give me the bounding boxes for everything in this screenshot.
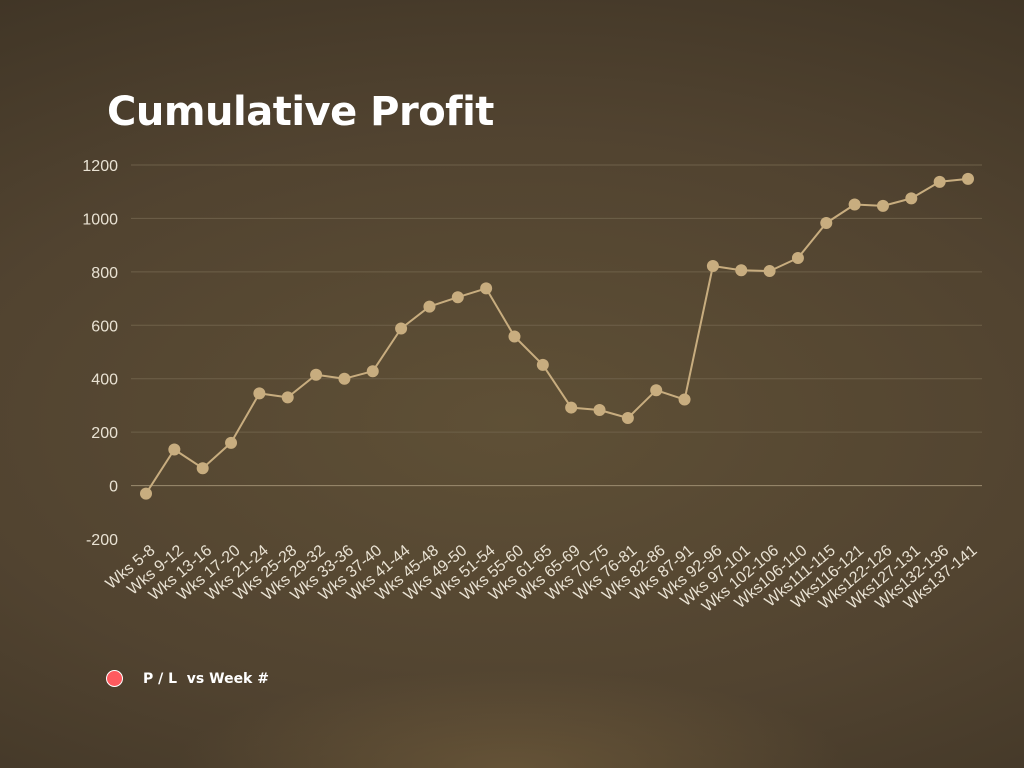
data-point <box>253 387 266 400</box>
y-tick-label: 1000 <box>82 211 118 228</box>
data-point <box>196 462 209 475</box>
data-point <box>536 358 549 371</box>
data-point <box>480 282 493 295</box>
data-point <box>876 199 889 212</box>
grid-lines <box>131 164 982 487</box>
y-tick-label: 200 <box>91 425 118 442</box>
y-tick-label: 600 <box>91 318 118 335</box>
data-point <box>423 300 436 313</box>
y-tick-label: 1200 <box>82 158 118 175</box>
data-point <box>621 411 634 424</box>
data-point <box>565 401 578 414</box>
data-point <box>366 365 379 378</box>
legend-label: P / L vs Week # <box>143 670 269 687</box>
data-point <box>650 384 663 397</box>
data-point <box>168 443 181 456</box>
data-point <box>310 368 323 381</box>
y-tick-label: 0 <box>109 479 118 496</box>
data-point <box>593 403 606 416</box>
data-point <box>848 198 861 211</box>
y-tick-label: 800 <box>91 265 118 282</box>
data-point <box>508 330 521 343</box>
series-points <box>140 172 974 500</box>
data-point <box>225 436 238 449</box>
legend: P / L vs Week # <box>106 670 269 687</box>
data-point <box>905 192 918 205</box>
y-tick-label: 400 <box>91 372 118 389</box>
data-point <box>451 291 464 304</box>
series-line-layer <box>145 177 969 495</box>
data-point <box>791 251 804 264</box>
data-point <box>763 265 776 278</box>
data-point <box>281 391 294 404</box>
data-point <box>140 487 152 500</box>
data-point <box>820 216 833 229</box>
data-point <box>338 372 351 385</box>
legend-marker-icon <box>106 670 123 687</box>
data-point <box>395 322 408 335</box>
data-point <box>962 172 974 185</box>
y-tick-label: -200 <box>86 532 118 549</box>
chart-title: Cumulative Profit <box>107 89 494 135</box>
data-point <box>735 264 748 277</box>
data-point <box>933 175 946 188</box>
y-axis-tick-labels: -200 0 200 400 600 800 1000 1200 <box>82 158 118 549</box>
series-line <box>145 177 969 495</box>
data-point <box>678 393 691 406</box>
data-point <box>706 259 719 272</box>
